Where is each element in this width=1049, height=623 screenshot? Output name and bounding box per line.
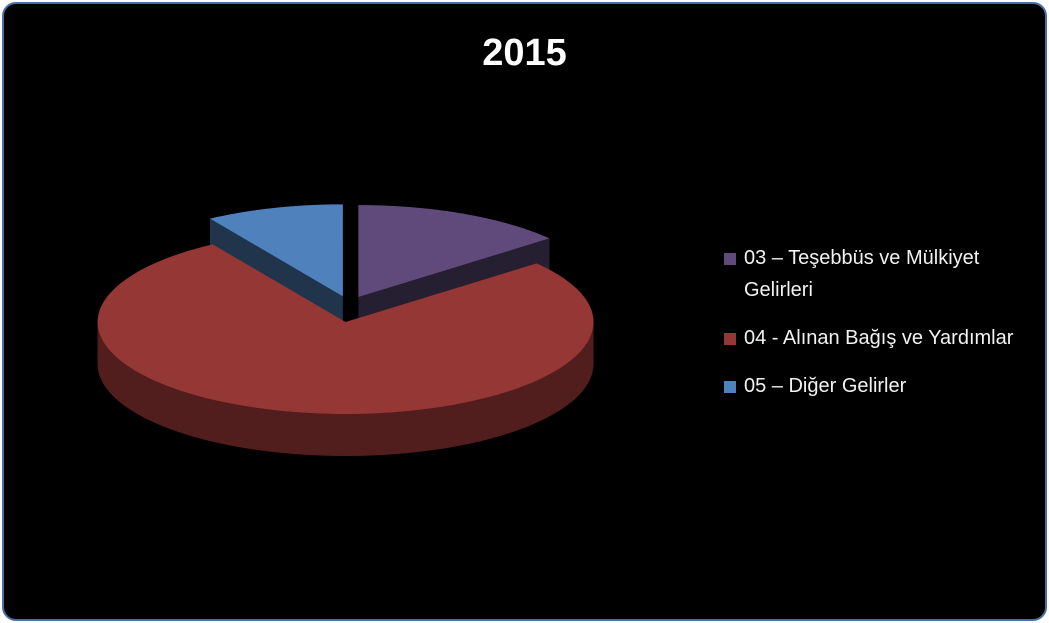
legend-label: 04 - Alınan Bağış ve Yardımlar [744, 327, 1014, 349]
legend: 03 – Teşebbüs ve Mülkiyet Gelirleri 04 - … [720, 242, 1045, 418]
legend-label: 05 – Diğer Gelirler [744, 375, 907, 397]
slice-side [97, 322, 594, 457]
pie-area [97, 204, 594, 457]
legend-label: 03 – Teşebbüs ve Mülkiyet Gelirleri [744, 247, 980, 301]
pie-slice [358, 205, 550, 298]
legend-swatch [724, 381, 736, 393]
pie-slice [209, 204, 343, 297]
chart-title: 2015 [482, 32, 567, 74]
pie-slice [97, 244, 594, 415]
legend-entry: 05 – Diğer Gelirler [720, 370, 1045, 402]
legend-entry: 04 - Alınan Bağış ve Yardımlar [720, 322, 1045, 354]
legend-swatch [724, 333, 736, 345]
legend-swatch [724, 253, 736, 265]
legend-entry: 03 – Teşebbüs ve Mülkiyet Gelirleri [720, 242, 1045, 306]
